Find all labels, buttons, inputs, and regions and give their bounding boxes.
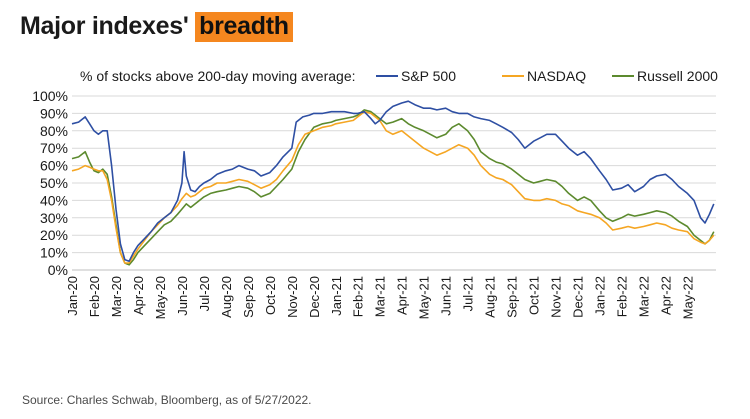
y-tick-label: 100% <box>32 88 68 104</box>
x-tick-label: Jul-21 <box>461 276 476 311</box>
y-tick-label: 90% <box>40 105 68 121</box>
x-tick-label: Apr-20 <box>131 276 146 315</box>
legend-subtitle: % of stocks above 200-day moving average… <box>80 68 356 84</box>
x-tick-label: Jan-22 <box>593 276 608 316</box>
y-tick-label: 10% <box>40 245 68 261</box>
x-tick-label: Aug-20 <box>219 276 234 318</box>
x-tick-label: Mar-22 <box>636 276 651 317</box>
x-tick-label: Sep-21 <box>505 276 520 318</box>
x-tick-label: Nov-21 <box>549 276 564 318</box>
legend-label-2: Russell 2000 <box>637 68 718 84</box>
x-tick-label: Jun-20 <box>175 276 190 316</box>
x-tick-label: Jan-20 <box>65 276 80 316</box>
x-tick-label: May-22 <box>680 276 695 319</box>
x-tick-label: Feb-20 <box>87 276 102 317</box>
legend-label-1: NASDAQ <box>527 68 586 84</box>
x-tick-label: Feb-22 <box>614 276 629 317</box>
x-tick-label: Aug-21 <box>483 276 498 318</box>
legend-label-0: S&P 500 <box>401 68 456 84</box>
y-tick-label: 0% <box>48 262 68 278</box>
x-tick-label: Jan-21 <box>329 276 344 316</box>
x-tick-label: Dec-20 <box>307 276 322 318</box>
series-line-nasdaq <box>71 110 715 264</box>
x-tick-label: Apr-22 <box>658 276 673 315</box>
y-tick-label: 50% <box>40 175 68 191</box>
x-tick-label: Mar-21 <box>373 276 388 317</box>
x-tick-label: May-20 <box>153 276 168 319</box>
x-tick-label: Apr-21 <box>395 276 410 315</box>
x-tick-label: Nov-20 <box>285 276 300 318</box>
y-tick-label: 80% <box>40 123 68 139</box>
x-tick-label: Oct-20 <box>263 276 278 315</box>
title-main: Major indexes' <box>20 12 189 40</box>
y-tick-label: 30% <box>40 210 68 226</box>
series-line-russell-2000 <box>71 109 715 266</box>
series-line-s-p-500 <box>71 100 715 263</box>
x-tick-label: May-21 <box>417 276 432 319</box>
title-highlight: breadth <box>195 12 293 42</box>
x-tick-label: Dec-21 <box>571 276 586 318</box>
x-tick-label: Jun-21 <box>439 276 454 316</box>
chart-title: Major indexes' breadth <box>20 12 293 42</box>
source-note: Source: Charles Schwab, Bloomberg, as of… <box>22 393 312 407</box>
x-tick-label: Feb-21 <box>351 276 366 317</box>
x-tick-label: Oct-21 <box>527 276 542 315</box>
x-tick-label: Sep-20 <box>241 276 256 318</box>
x-tick-label: Mar-20 <box>109 276 124 317</box>
y-tick-label: 70% <box>40 140 68 156</box>
x-tick-label: Jul-20 <box>197 276 212 311</box>
y-tick-label: 20% <box>40 227 68 243</box>
y-tick-label: 40% <box>40 192 68 208</box>
y-tick-label: 60% <box>40 158 68 174</box>
